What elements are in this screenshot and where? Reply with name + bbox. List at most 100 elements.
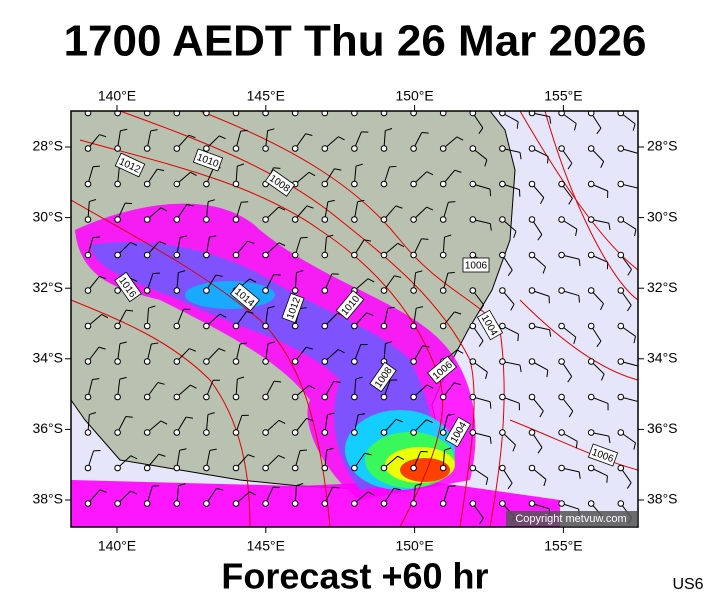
station [618, 181, 624, 187]
wind-barb [152, 486, 159, 487]
station [174, 430, 180, 436]
station [322, 359, 328, 365]
station [529, 359, 535, 365]
station [144, 288, 150, 294]
wind-barb [454, 98, 461, 100]
station [144, 252, 150, 258]
station [174, 359, 180, 365]
station [588, 465, 594, 471]
station [144, 359, 150, 365]
station [470, 430, 476, 436]
station [500, 217, 506, 223]
wind-barb [273, 168, 280, 169]
station [144, 146, 150, 152]
station [292, 430, 298, 436]
station [470, 181, 476, 187]
station [115, 217, 121, 223]
lon-label: 145°E [247, 538, 285, 554]
wind-barb [220, 101, 226, 104]
station [588, 359, 594, 365]
station [470, 359, 476, 365]
station [174, 501, 180, 507]
station [174, 181, 180, 187]
station [559, 465, 565, 471]
station [618, 394, 624, 400]
station [411, 146, 417, 152]
station [559, 501, 565, 507]
wind-barb [300, 450, 307, 451]
station [174, 323, 180, 329]
station [618, 430, 624, 436]
copyright: Copyright metvuw.com [515, 513, 626, 525]
station [440, 217, 446, 223]
station [144, 501, 150, 507]
wind-barb [367, 100, 373, 103]
station [233, 323, 239, 329]
wind-barb [274, 274, 281, 275]
wind-barb [518, 334, 519, 341]
station [144, 430, 150, 436]
station [559, 430, 565, 436]
station [233, 465, 239, 471]
station [618, 146, 624, 152]
station [322, 146, 328, 152]
station [204, 430, 210, 436]
station [588, 252, 594, 258]
station [618, 359, 624, 365]
station [85, 465, 91, 471]
station [500, 288, 506, 294]
wind-barb [333, 487, 340, 488]
wind-barb [337, 100, 343, 103]
lat-label: 34°S [32, 350, 63, 366]
station [322, 465, 328, 471]
station [263, 394, 269, 400]
isobar-label-text: 1006 [465, 261, 488, 272]
wind-barb [149, 93, 156, 95]
station [588, 288, 594, 294]
station [322, 252, 328, 258]
station [529, 323, 535, 329]
wind-barb [607, 476, 608, 483]
station [381, 217, 387, 223]
station [559, 146, 565, 152]
lat-label: 30°S [32, 208, 63, 224]
station [352, 430, 358, 436]
station [85, 288, 91, 294]
station [292, 501, 298, 507]
lat-label: 28°S [32, 138, 63, 154]
station [233, 394, 239, 400]
station [144, 217, 150, 223]
station [233, 359, 239, 365]
station [559, 394, 565, 400]
station [174, 394, 180, 400]
station [263, 501, 269, 507]
station [263, 465, 269, 471]
station [233, 501, 239, 507]
station [233, 146, 239, 152]
station [263, 288, 269, 294]
station [144, 181, 150, 187]
station [529, 217, 535, 223]
station [115, 501, 121, 507]
station [204, 217, 210, 223]
station [144, 394, 150, 400]
station [588, 146, 594, 152]
station [381, 465, 387, 471]
station [440, 430, 446, 436]
station [381, 181, 387, 187]
station [204, 323, 210, 329]
station [352, 181, 358, 187]
station [352, 146, 358, 152]
lat-label: 30°S [647, 208, 678, 224]
station [440, 465, 446, 471]
station [618, 252, 624, 258]
station [529, 252, 535, 258]
station [115, 146, 121, 152]
wind-barb [93, 166, 100, 167]
station [263, 430, 269, 436]
precip-cyan [185, 281, 275, 309]
station [618, 288, 624, 294]
lon-label: 150°E [395, 88, 433, 104]
station [411, 430, 417, 436]
station [440, 288, 446, 294]
